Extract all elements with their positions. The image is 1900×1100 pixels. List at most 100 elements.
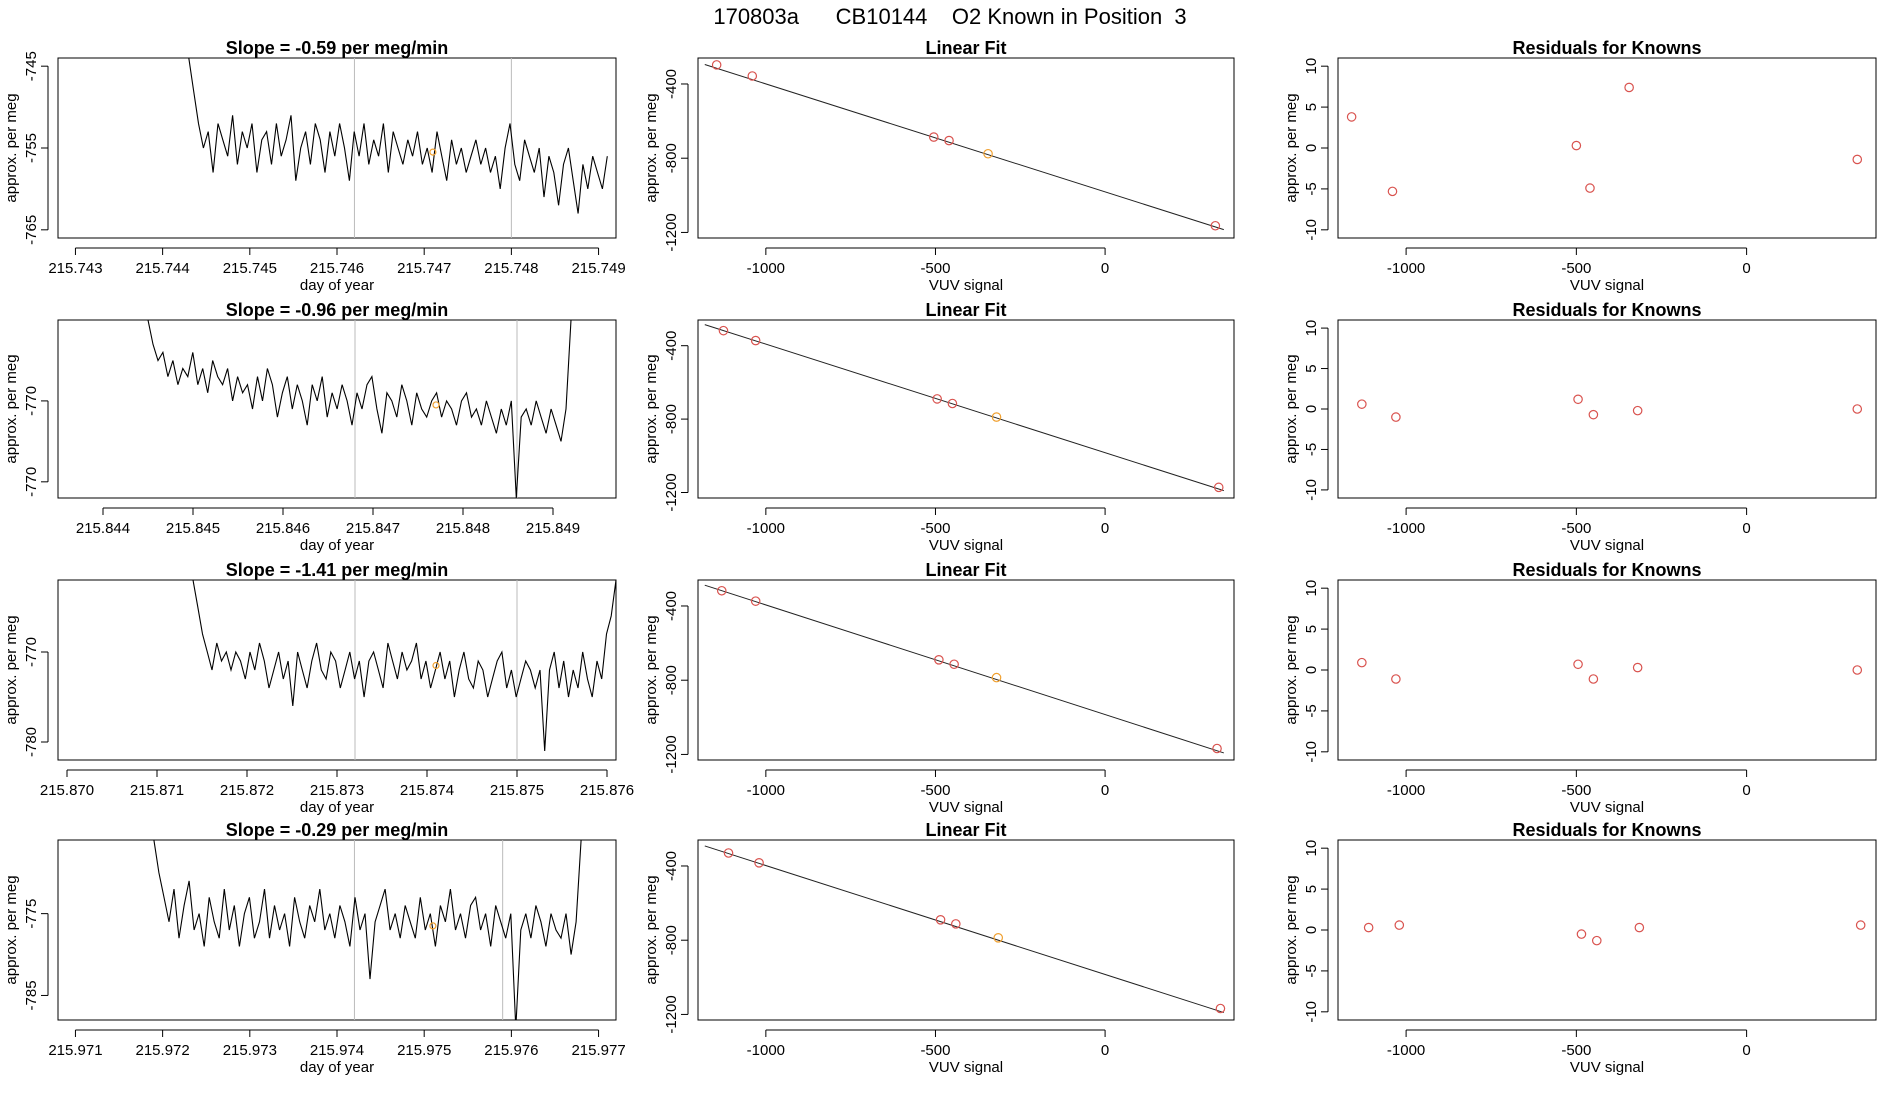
known-marker: [429, 922, 437, 930]
plot-area: [147, 320, 572, 498]
x-tick-label: -500: [1561, 520, 1591, 537]
x-axis-label: day of year: [300, 1059, 374, 1076]
data-point: [1394, 920, 1405, 930]
x-tick-label: -500: [920, 782, 950, 799]
y-tick-label: -770: [23, 637, 40, 667]
plot-frame: [57, 319, 617, 499]
data-point: [1215, 1003, 1226, 1014]
x-axis-label: day of year: [300, 277, 374, 294]
x-tick-label: 215.976: [484, 1042, 538, 1059]
x-axis-label: VUV signal: [929, 277, 1003, 294]
data-point: [935, 914, 946, 925]
y-axis-label: approx. per meg: [3, 354, 20, 463]
plot-frame: [57, 579, 617, 761]
data-point: [1387, 186, 1398, 197]
plot-frame: [697, 839, 1235, 1021]
x-tick-label: 215.848: [436, 520, 490, 537]
data-point: [1213, 482, 1224, 493]
y-tick-label: -765: [23, 215, 40, 245]
x-tick-label: 215.971: [48, 1042, 102, 1059]
chart-title: Slope = -0.29 per meg/min: [226, 820, 449, 840]
x-tick-label: 215.844: [76, 520, 130, 537]
x-tick-label: 0: [1101, 1042, 1109, 1059]
y-tick-label: -800: [663, 143, 680, 173]
x-axis-label: VUV signal: [1570, 1059, 1644, 1076]
x-tick-label: 215.876: [580, 782, 634, 799]
y-axis-label: approx. per meg: [1283, 875, 1300, 984]
y-tick-label: -10: [1303, 1001, 1320, 1023]
data-point: [1585, 183, 1595, 193]
x-tick-label: 215.972: [136, 1042, 190, 1059]
data-point: [1855, 920, 1866, 930]
y-axis-label: approx. per meg: [3, 615, 20, 724]
x-tick-label: 215.744: [136, 260, 190, 277]
x-tick-label: 215.748: [484, 260, 538, 277]
data-point: [1632, 405, 1643, 416]
chart-title: Linear Fit: [925, 300, 1006, 320]
y-axis-label: approx. per meg: [1283, 354, 1300, 463]
x-tick-label: -500: [1561, 782, 1591, 799]
x-tick-label: -500: [1561, 260, 1591, 277]
x-tick-label: -1000: [1387, 782, 1425, 799]
x-tick-label: 215.977: [571, 1042, 625, 1059]
plot-frame: [697, 57, 1235, 239]
y-tick-label: 5: [1303, 625, 1320, 633]
data-point: [754, 858, 764, 868]
known-marker: [432, 661, 440, 670]
fit-line: [704, 64, 1224, 231]
plot-area: [192, 580, 616, 760]
data-point: [723, 848, 734, 858]
y-tick-label: -400: [663, 591, 680, 621]
y-tick-label: -5: [1303, 704, 1320, 717]
data-point: [750, 335, 761, 346]
y-axis-label: approx. per meg: [1283, 615, 1300, 724]
x-axis-label: VUV signal: [929, 799, 1003, 816]
y-tick-label: -770: [23, 467, 40, 497]
y-axis-label: approx. per meg: [3, 93, 20, 202]
plot-frame: [1337, 319, 1877, 499]
chart-title: Slope = -0.59 per meg/min: [226, 38, 449, 58]
y-tick-label: 5: [1303, 885, 1320, 893]
data-point: [1357, 657, 1367, 668]
chart-title: Residuals for Knowns: [1512, 38, 1701, 58]
plot-frame: [1337, 839, 1877, 1021]
y-tick-label: -400: [663, 331, 680, 361]
y-tick-label: -1200: [663, 735, 680, 773]
data-point: [951, 919, 961, 929]
x-tick-label: 215.747: [397, 260, 451, 277]
y-tick-label: -10: [1303, 219, 1320, 241]
data-point: [928, 132, 939, 142]
known-point: [993, 932, 1004, 943]
chart-panel-4: Slope = -0.96 per meg/min 215.844 215.845 2…: [3, 300, 617, 554]
x-tick-label: 215.875: [490, 782, 544, 799]
y-tick-label: -400: [663, 69, 680, 99]
y-tick-label: 5: [1303, 103, 1320, 111]
chart-title: Linear Fit: [925, 560, 1006, 580]
series-line: [153, 840, 582, 1020]
y-tick-label: -775: [23, 899, 40, 929]
y-tick-label: -800: [663, 404, 680, 434]
chart-panel-6: Residuals for Knowns -1000 -500 0 VUV signal…: [1283, 300, 1877, 554]
data-point: [716, 585, 727, 596]
plot-area: [704, 324, 1224, 493]
x-tick-label: 215.872: [220, 782, 274, 799]
series-line: [188, 58, 608, 214]
data-point: [1576, 929, 1587, 939]
y-tick-label: 0: [1303, 405, 1320, 413]
chart-title: Slope = -1.41 per meg/min: [226, 560, 449, 580]
chart-title: Linear Fit: [925, 820, 1006, 840]
chart-title: Residuals for Knowns: [1512, 820, 1701, 840]
data-point: [1588, 409, 1599, 420]
data-point: [718, 325, 729, 336]
data-point: [711, 60, 722, 70]
data-point: [750, 596, 761, 606]
y-tick-label: 10: [1303, 580, 1320, 597]
data-point: [932, 394, 942, 404]
data-point: [947, 398, 958, 409]
data-point: [1391, 412, 1401, 422]
data-point: [949, 659, 959, 670]
x-tick-label: 215.749: [571, 260, 625, 277]
x-tick-label: 215.870: [40, 782, 94, 799]
x-tick-label: 0: [1101, 260, 1109, 277]
x-tick-label: -1000: [747, 782, 785, 799]
